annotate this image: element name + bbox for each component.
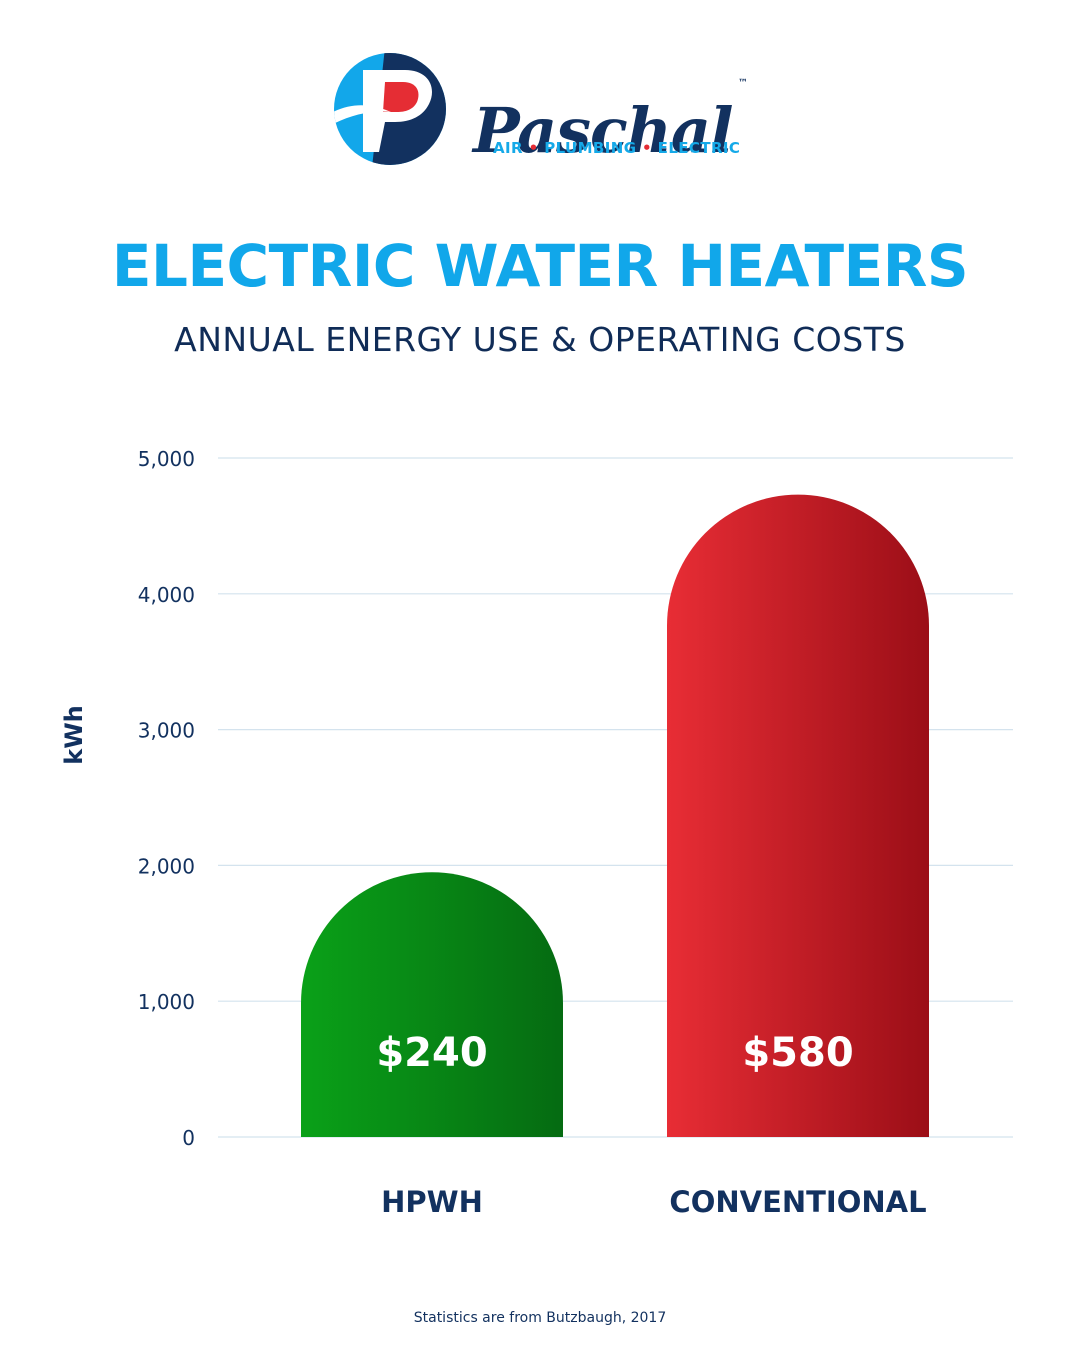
y-tick-label: 5,000 — [138, 447, 195, 471]
page-subtitle: ANNUAL ENERGY USE & OPERATING COSTS — [174, 320, 906, 359]
x-tick-label-conventional: CONVENTIONAL — [669, 1185, 926, 1219]
y-tick-label: 1,000 — [138, 990, 195, 1014]
bar-value-labels: $240 $580 — [376, 1030, 853, 1076]
bar-conventional — [667, 494, 929, 1137]
paschal-logo: Paschal ™ AIR • PLUMBING • ELECTRIC — [333, 52, 773, 172]
bar-hpwh — [301, 872, 563, 1137]
y-tick-label: 0 — [182, 1126, 195, 1150]
tagline-electric: ELECTRIC — [657, 139, 741, 157]
x-tick-label-hpwh: HPWH — [381, 1185, 483, 1219]
y-tick-label: 2,000 — [138, 854, 195, 878]
page-title: ELECTRIC WATER HEATERS — [111, 232, 969, 300]
tagline-plumbing: PLUMBING — [544, 139, 637, 157]
source-note: Statistics are from Butzbaugh, 2017 — [413, 1310, 667, 1326]
paschal-logo-mark-icon — [334, 53, 446, 165]
bar-cost-label-hpwh: $240 — [376, 1030, 487, 1076]
brand-name: Paschal — [473, 94, 734, 167]
bar-cost-label-conventional: $580 — [742, 1030, 853, 1076]
y-tick-labels: 0 1,000 2,000 3,000 4,000 5,000 — [138, 447, 195, 1150]
tagline-separator: • — [528, 139, 539, 157]
brand-tagline: AIR • PLUMBING • ELECTRIC — [493, 139, 740, 157]
x-tick-labels: HPWH CONVENTIONAL — [381, 1185, 926, 1219]
tagline-separator: • — [642, 139, 653, 157]
tagline-air: AIR — [493, 139, 523, 157]
brand-trademark: ™ — [738, 78, 748, 89]
y-tick-label: 3,000 — [138, 719, 195, 743]
y-tick-label: 4,000 — [138, 583, 195, 607]
bars — [301, 494, 929, 1137]
